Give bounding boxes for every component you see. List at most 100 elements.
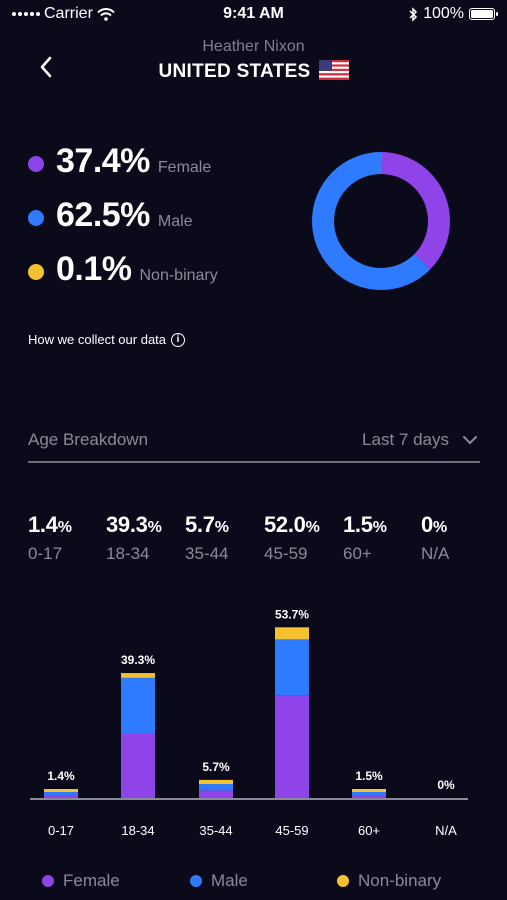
male-label: Male — [157, 213, 193, 230]
age-stat-60-plus: 1.5% 60+ — [343, 512, 387, 564]
bar-18-34-male — [121, 677, 155, 734]
age-stat-value: 52.0% — [264, 512, 320, 538]
age-stat-number: 52.0 — [264, 512, 306, 537]
legend-male-dot-icon — [190, 875, 202, 887]
female-label: Female — [157, 159, 212, 176]
status-time: 9:41 AM — [223, 5, 284, 22]
legend-male-label: Male — [211, 871, 248, 890]
country-title: UNITED STATES — [0, 60, 507, 83]
legend-female-label: Female — [63, 871, 120, 890]
male-dot-icon — [28, 210, 44, 226]
wifi-icon — [97, 7, 115, 21]
bar-data-label: 1.5% — [355, 769, 383, 783]
x-tick-label: 0-17 — [48, 823, 74, 838]
bar-60+-female — [352, 795, 386, 798]
chevron-down-icon — [463, 435, 477, 444]
age-stat-number: 0 — [421, 512, 433, 537]
legend-male: Male — [190, 871, 248, 891]
age-stat-unit: % — [214, 519, 229, 536]
bar-35-44-male — [199, 784, 233, 791]
x-tick-label: 35-44 — [199, 823, 232, 838]
bar-data-label: 0% — [437, 778, 455, 792]
age-stat-unit: % — [147, 519, 162, 536]
age-stat-0-17: 1.4% 0-17 — [28, 512, 72, 564]
date-range-label: Last 7 days — [362, 430, 449, 449]
gender-row-nonbinary: 0.1% Non-binary — [28, 250, 218, 289]
age-stat-value: 39.3% — [106, 512, 162, 538]
country-name: UNITED STATES — [158, 61, 311, 82]
age-stat-number: 5.7 — [185, 512, 215, 537]
legend-female: Female — [42, 871, 120, 891]
female-dot-icon — [28, 156, 44, 172]
female-percent: 37.4% — [56, 142, 150, 180]
user-name: Heather Nixon — [202, 38, 305, 55]
age-stat-unit: % — [57, 519, 72, 536]
section-divider — [28, 461, 480, 463]
age-stat-label: 0-17 — [28, 544, 63, 563]
age-stat-value: 5.7% — [185, 512, 229, 538]
x-tick-label: N/A — [435, 823, 457, 838]
age-stat-unit: % — [432, 519, 447, 536]
donut-slice-male — [312, 152, 450, 290]
age-stat-label: 18-34 — [106, 544, 150, 563]
age-breakdown-title: Age Breakdown — [28, 430, 149, 449]
battery-icon — [469, 8, 498, 20]
age-stat-label: 35-44 — [185, 544, 229, 563]
bar-60+-male — [352, 792, 386, 795]
status-bar-left: Carrier — [12, 5, 115, 23]
bar-data-label: 5.7% — [202, 760, 230, 774]
bar-0-17-non-binary — [44, 789, 78, 792]
bar-data-label: 53.7% — [275, 607, 309, 621]
bluetooth-icon — [409, 6, 418, 22]
age-stat-label: 45-59 — [264, 544, 308, 563]
status-bar-right: 100% — [408, 5, 498, 23]
age-stat-18-34: 39.3% 18-34 — [106, 512, 162, 564]
bar-45-59-female — [275, 695, 309, 798]
age-stat-number: 1.5 — [343, 512, 373, 537]
signal-icon — [12, 12, 40, 16]
age-stat-number: 39.3 — [106, 512, 148, 537]
carrier-label: Carrier — [44, 5, 93, 22]
bar-45-59-male — [275, 639, 309, 696]
age-stat-value: 1.4% — [28, 512, 72, 538]
age-stat-45-59: 52.0% 45-59 — [264, 512, 320, 564]
gender-donut-chart — [312, 152, 450, 290]
age-bar-chart: 1.4% 0-17 39.3% 18-34 5.7% 35-44 53.7% 45-59 1.5… — [30, 607, 468, 838]
age-stat-unit: % — [305, 519, 320, 536]
bar-35-44-non-binary — [199, 779, 233, 785]
chevron-left-icon — [40, 56, 52, 78]
x-tick-label: 60+ — [358, 823, 380, 838]
age-stat-label: N/A — [421, 544, 450, 563]
bar-0-17-female — [44, 795, 78, 798]
bar-data-label: 1.4% — [47, 769, 75, 783]
legend-nonbinary-dot-icon — [337, 875, 349, 887]
age-stat-value: 0% — [421, 512, 449, 538]
bar-data-label: 39.3% — [121, 653, 155, 667]
x-tick-label: 45-59 — [275, 823, 308, 838]
gender-row-male: 62.5% Male — [28, 196, 193, 235]
status-bar: Carrier 9:41 AM 100% — [0, 0, 507, 30]
legend-nonbinary-label: Non-binary — [358, 871, 442, 890]
nonbinary-label: Non-binary — [139, 267, 218, 284]
gender-row-female: 37.4% Female — [28, 142, 211, 181]
back-button[interactable] — [32, 52, 62, 82]
collect-data-link[interactable]: How we collect our data i — [28, 332, 186, 347]
age-stat-label: 60+ — [343, 544, 372, 563]
bar-18-34-non-binary — [121, 673, 155, 678]
nonbinary-percent: 0.1% — [56, 250, 132, 288]
bar-0-17-male — [44, 792, 78, 795]
age-stat-value: 1.5% — [343, 512, 387, 538]
nonbinary-dot-icon — [28, 264, 44, 280]
battery-percent: 100% — [423, 5, 464, 22]
date-range-dropdown[interactable]: Last 7 days — [362, 430, 477, 450]
us-flag-icon — [318, 60, 349, 80]
collect-data-text: How we collect our data — [28, 332, 167, 347]
age-stat-na: 0% N/A — [421, 512, 449, 564]
x-tick-label: 18-34 — [121, 823, 154, 838]
age-stat-number: 1.4 — [28, 512, 58, 537]
age-stat-unit: % — [372, 519, 387, 536]
info-icon: i — [171, 332, 186, 347]
legend-female-dot-icon — [42, 875, 54, 887]
legend-nonbinary: Non-binary — [337, 871, 441, 891]
bar-60+-non-binary — [352, 789, 386, 792]
